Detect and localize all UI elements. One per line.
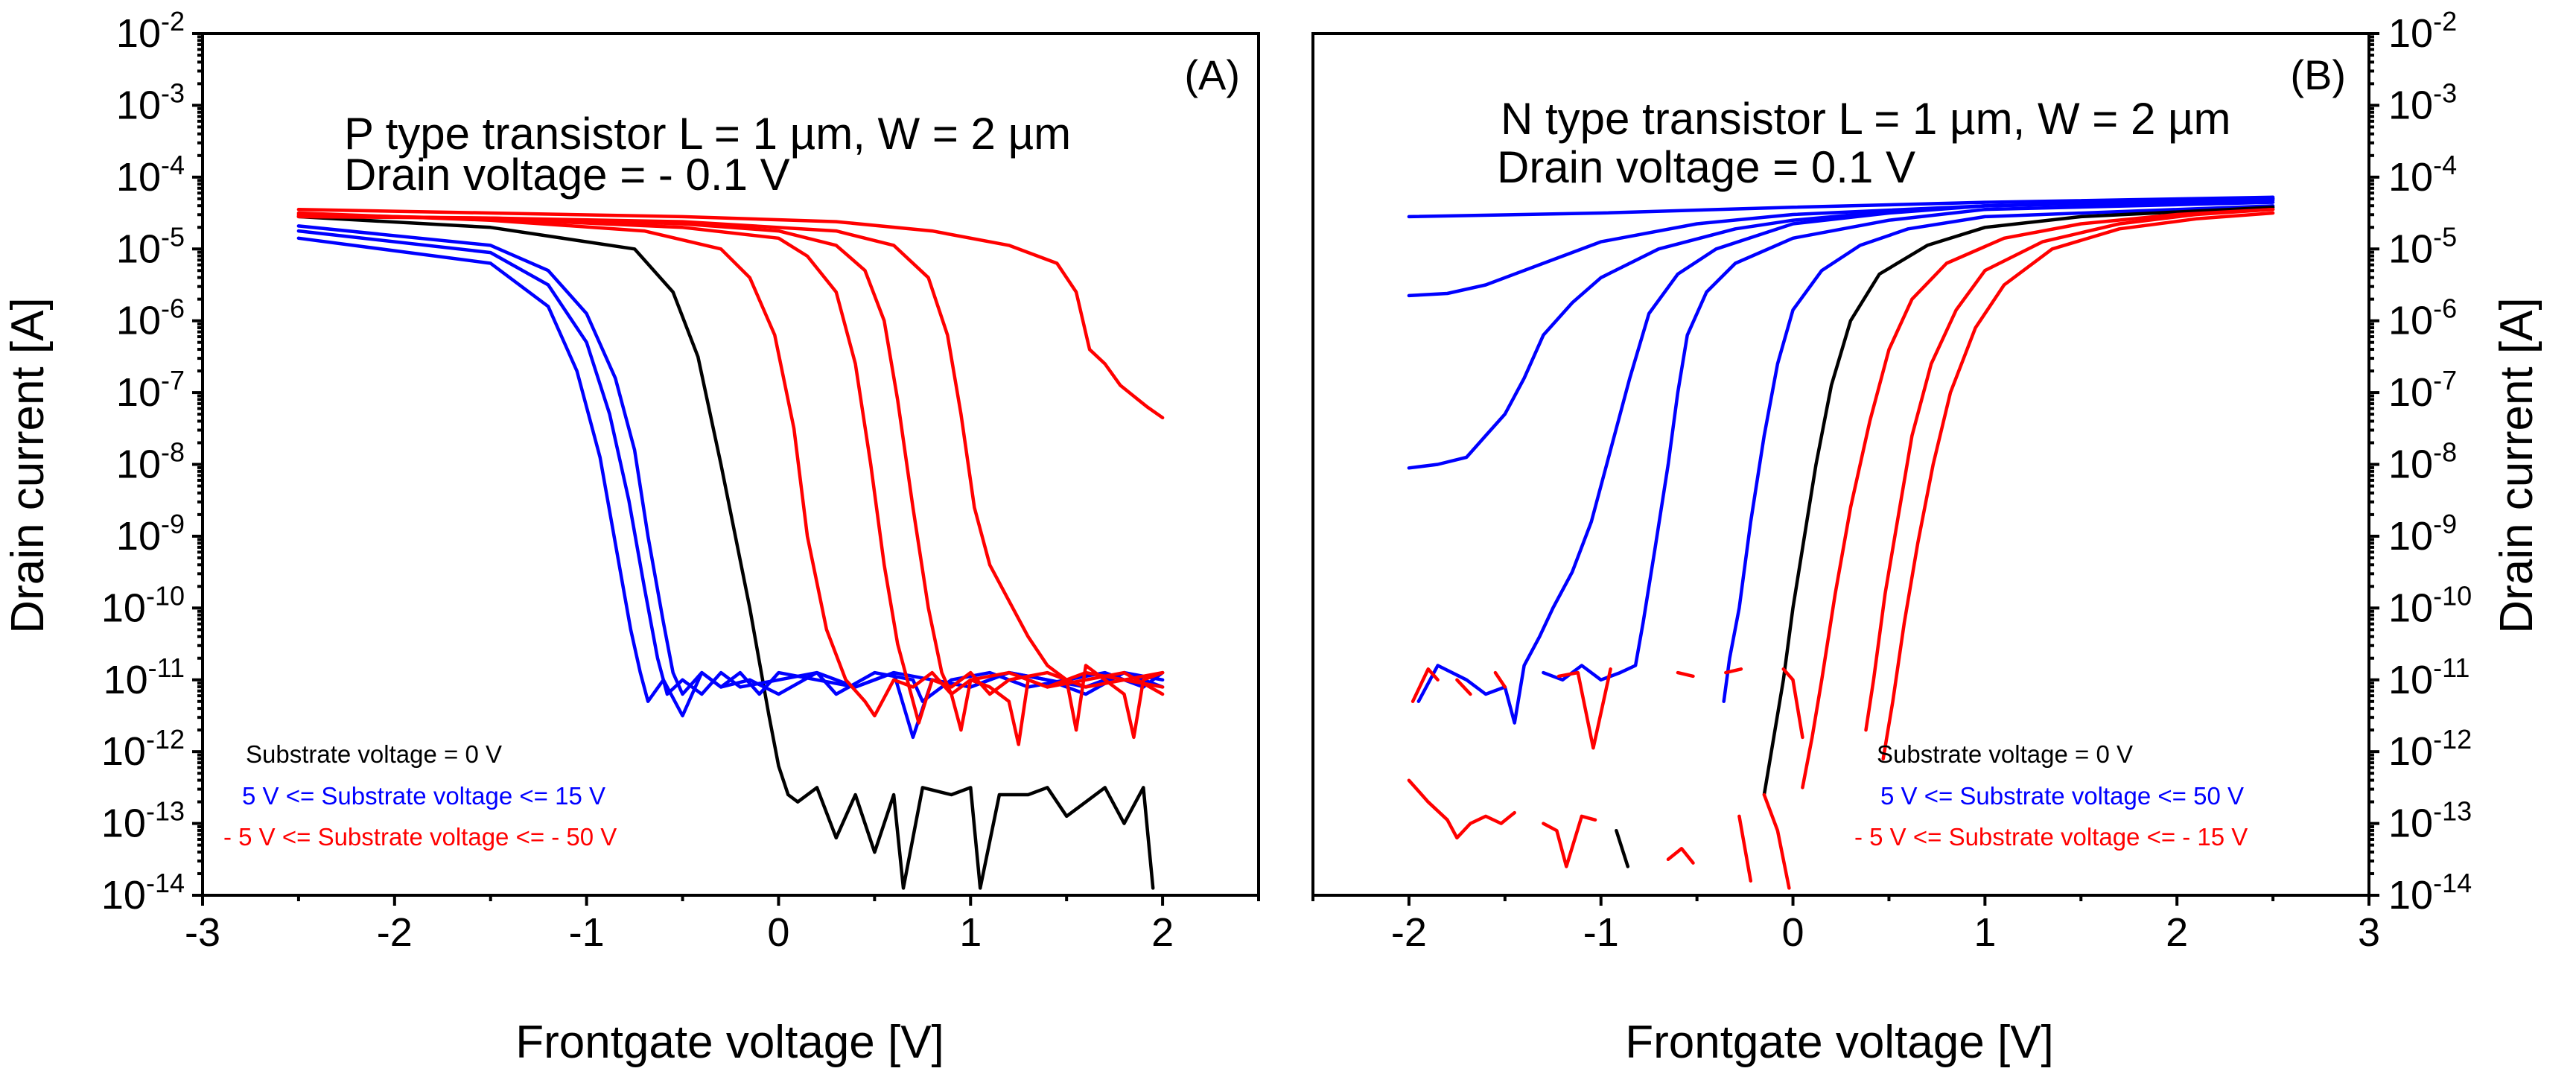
panel-b-ytick-label-8: 10-6	[2388, 293, 2457, 343]
panel-a-series-1	[296, 224, 1165, 696]
panel-a-ytick-label-12: 10-2	[116, 6, 185, 56]
panel-b-series-0	[1407, 195, 2275, 219]
panel-a-xtick-label-5: 2	[1151, 910, 1174, 955]
panel-b-series-2	[1407, 197, 2275, 470]
panel-a-tag: (A)	[1184, 51, 1240, 98]
panel-a-xtick-label-4: 1	[959, 910, 982, 955]
panel-a-curves	[296, 207, 1165, 890]
panel-a-subtitle: Drain voltage = - 0.1 V	[344, 150, 790, 200]
panel-a-series-6	[296, 214, 1165, 746]
panel-b-xtick-label-0: -2	[1391, 910, 1427, 955]
panel-b-xtick-label-4: 2	[2166, 910, 2188, 955]
panel-a-ytick-label-0: 10-14	[101, 868, 185, 918]
panel-a-legend-1: 5 V <= Substrate voltage <= 15 V	[242, 782, 605, 810]
panel-b-series-4	[1542, 200, 2275, 682]
panel-b-ytick-label-10: 10-4	[2388, 150, 2457, 200]
panel-b-ticks: -2 -1 0 1 2 310-14 10-13 10-12 10-11 10-10 10-9 10-…	[1311, 6, 2472, 955]
panel-b-fragment-0	[1411, 667, 1440, 703]
panel-a: -3 -2 -1 0 1 2 10-14 10-13 10-12 10-11 10-10 10-9 10…	[2, 6, 1260, 1068]
panel-b-xtick-label-1: -1	[1583, 910, 1619, 955]
panel-b-ytick-label-6: 10-8	[2388, 437, 2457, 487]
panel-b-fragment-2	[1493, 670, 1507, 689]
panel-b-legend-1: 5 V <= Substrate voltage <= 50 V	[1880, 782, 2244, 810]
panel-b-xtick-label-5: 3	[2358, 910, 2380, 955]
panel-b-series-9	[1881, 211, 2275, 761]
panel-a-ytick-label-11: 10-3	[116, 77, 185, 127]
panel-b-tag: (B)	[2290, 51, 2346, 98]
panel-b-ytick-label-11: 10-3	[2388, 77, 2457, 127]
panel-b-ytick-label-2: 10-12	[2388, 724, 2472, 774]
panel-a-ytick-label-2: 10-12	[101, 724, 185, 774]
panel-a-ytick-label-6: 10-8	[116, 437, 185, 487]
panel-b-xlabel: Frontgate voltage [V]	[1625, 1017, 2054, 1068]
panel-a-legend-2: - 5 V <= Substrate voltage <= - 50 V	[223, 823, 617, 851]
panel-b-fragment-10	[1737, 814, 1753, 883]
panel-b-series-8	[1864, 207, 2275, 732]
panel-a-xtick-label-2: -1	[569, 910, 605, 955]
panel-a-xtick-label-1: -2	[377, 910, 413, 955]
panel-b-fragment-6	[1781, 667, 1804, 740]
panel-a-series-5	[296, 212, 1165, 725]
panel-b-curves	[1407, 195, 2275, 890]
panel-a-ytick-label-7: 10-7	[116, 365, 185, 415]
panel-a-ytick-label-10: 10-4	[116, 150, 185, 200]
panel-b-ylabel: Drain current [A]	[2491, 297, 2542, 633]
panel-a-series-7	[296, 215, 1165, 740]
panel-b-subtitle: Drain voltage = 0.1 V	[1497, 142, 1915, 192]
panel-b-xtick-label-2: 0	[1782, 910, 1804, 955]
panel-a-xtick-label-3: 0	[767, 910, 789, 955]
panel-a-xlabel: Frontgate voltage [V]	[515, 1017, 944, 1068]
panel-b-title: N type transistor L = 1 µm, W = 2 µm	[1501, 94, 2231, 144]
panel-b-series-6	[1762, 206, 2275, 797]
panel-a-xtick-label-0: -3	[185, 910, 220, 955]
panel-b-xtick-label-3: 1	[1974, 910, 1996, 955]
panel-a-series-3	[296, 236, 1165, 740]
panel-b-series-3	[1416, 198, 2275, 725]
panel-b-fragment-1	[1455, 678, 1472, 696]
panel-b-legend-2: - 5 V <= Substrate voltage <= - 15 V	[1854, 823, 2248, 851]
panel-b-ytick-label-0: 10-14	[2388, 868, 2472, 918]
panel-b-ytick-label-1: 10-13	[2388, 796, 2472, 846]
panel-a-series-2	[296, 229, 1165, 703]
panel-a-ytick-label-9: 10-5	[116, 221, 185, 271]
panel-b-ytick-label-5: 10-9	[2388, 509, 2457, 559]
panel-a-ytick-label-5: 10-9	[116, 509, 185, 559]
panel-a-title: P type transistor L = 1 µm, W = 2 µm	[344, 109, 1071, 159]
panel-b-fragment-4	[1676, 670, 1695, 679]
panel-a-ytick-label-4: 10-10	[101, 580, 185, 630]
panel-b-ytick-label-4: 10-10	[2388, 580, 2472, 630]
panel-b: -2 -1 0 1 2 310-14 10-13 10-12 10-11 10-10 10-9 10-…	[1311, 6, 2542, 1068]
panel-a-legend-0: Substrate voltage = 0 V	[246, 740, 502, 768]
panel-b-ytick-label-9: 10-5	[2388, 221, 2457, 271]
panel-a-series-8	[296, 207, 1165, 420]
panel-a-series-4	[296, 211, 1165, 718]
panel-a-ytick-label-3: 10-11	[104, 652, 185, 702]
panel-b-fragment-3	[1556, 667, 1612, 750]
panel-b-legend-0: Substrate voltage = 0 V	[1877, 740, 2133, 768]
panel-b-fragment-8	[1542, 814, 1597, 868]
panel-b-fragment-5	[1724, 667, 1743, 675]
panel-a-series-0	[296, 215, 1155, 890]
panel-a-ytick-label-1: 10-13	[101, 796, 185, 846]
panel-a-ylabel: Drain current [A]	[2, 297, 54, 633]
panel-b-fragment-7	[1407, 778, 1516, 840]
panel-a-ticks: -3 -2 -1 0 1 2 10-14 10-13 10-12 10-11 10-10 10-9 10…	[101, 6, 1260, 955]
panel-b-series-5	[1722, 204, 2275, 703]
panel-a-ytick-label-8: 10-6	[116, 293, 185, 343]
panel-b-fragment-9	[1666, 847, 1695, 865]
panel-b-ytick-label-12: 10-2	[2388, 6, 2457, 56]
panel-b-fragment-12	[1615, 828, 1630, 868]
panel-b-fragment-11	[1762, 792, 1791, 890]
panel-b-series-7	[1801, 207, 2275, 790]
panel-b-ytick-label-7: 10-7	[2388, 365, 2457, 415]
panel-b-ytick-label-3: 10-11	[2388, 652, 2470, 702]
